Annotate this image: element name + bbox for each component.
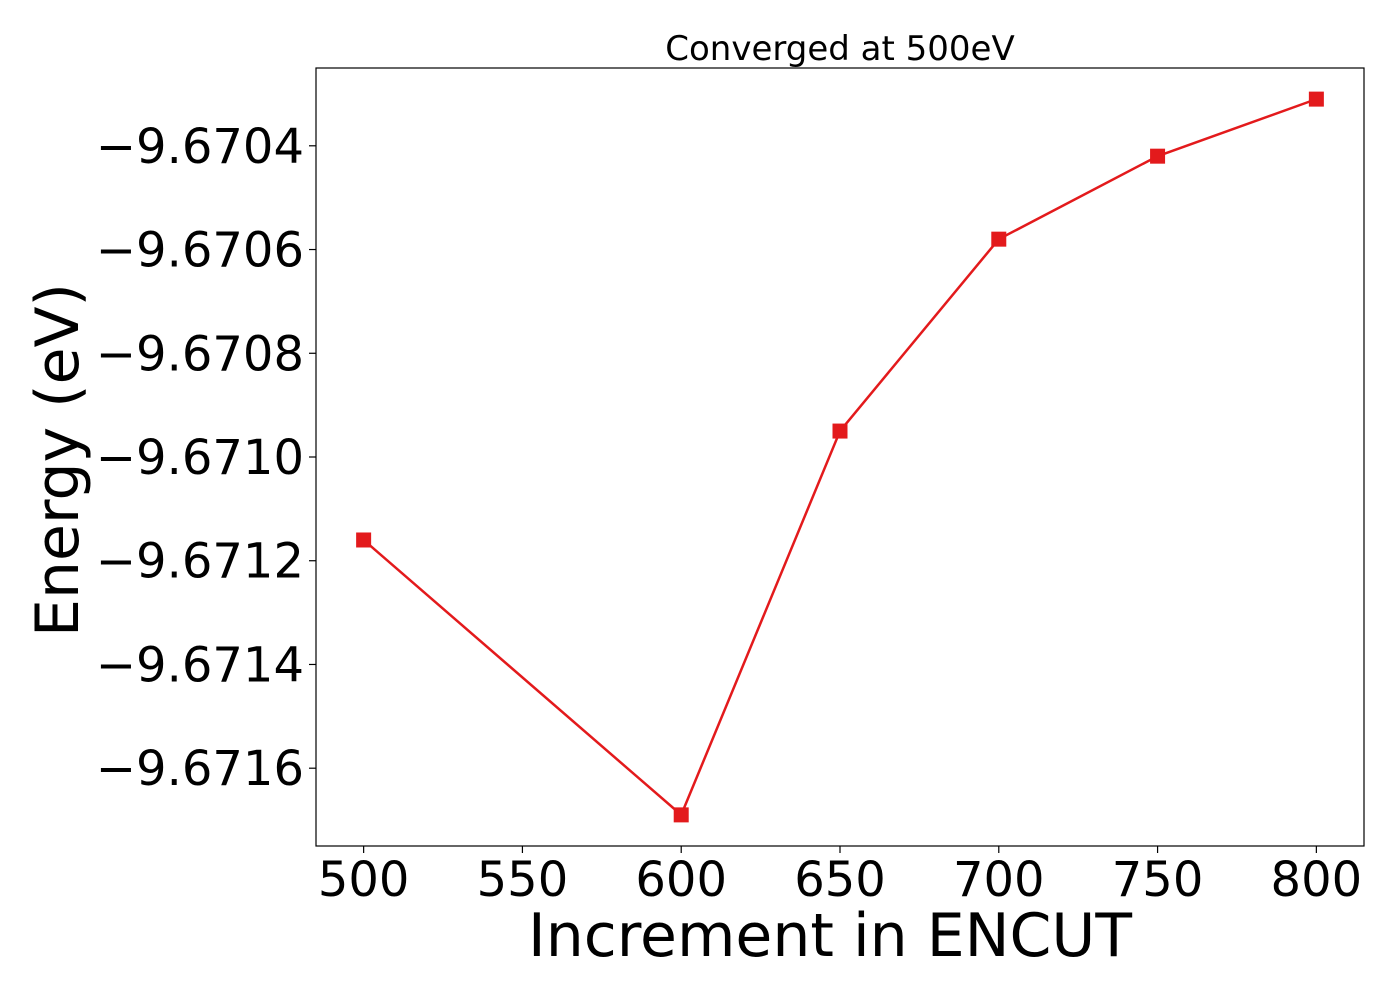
- data-point-marker: [673, 807, 689, 823]
- data-point-marker: [1150, 148, 1166, 164]
- y-tick-label: −9.6704: [96, 119, 304, 175]
- y-tick-label: −9.6708: [96, 326, 304, 382]
- data-point-marker: [356, 532, 372, 548]
- plot-area-frame: [315, 67, 1365, 847]
- x-tick-label: 600: [635, 852, 727, 908]
- x-tick-label: 550: [477, 852, 569, 908]
- y-tick-label: −9.6706: [96, 223, 304, 279]
- x-tick-label: 750: [1112, 852, 1204, 908]
- x-tick-label: 700: [953, 852, 1045, 908]
- x-axis-title: Increment in ENCUT: [528, 901, 1132, 971]
- y-axis-title: Energy (eV): [23, 283, 93, 637]
- series-layer: [356, 91, 1324, 823]
- y-tick-label: −9.6710: [96, 430, 304, 486]
- y-tick-label: −9.6712: [96, 534, 304, 590]
- series-line: [362, 97, 1317, 817]
- x-axis: 500 550 600 650 700 750 800: [318, 846, 1362, 908]
- x-tick-label: 650: [794, 852, 886, 908]
- x-tick-label: 500: [318, 852, 410, 908]
- chart-title: Converged at 500eV: [665, 29, 1014, 69]
- y-tick-label: −9.6714: [96, 637, 304, 693]
- data-point-marker: [991, 231, 1007, 247]
- y-tick-label: −9.6716: [96, 741, 304, 797]
- x-tick-label: 800: [1271, 852, 1363, 908]
- data-point-marker: [832, 423, 848, 439]
- data-point-marker: [1308, 91, 1324, 107]
- y-axis: −9.6716 −9.6714 −9.6712 −9.6710 −9.6708 −9.67…: [96, 119, 316, 797]
